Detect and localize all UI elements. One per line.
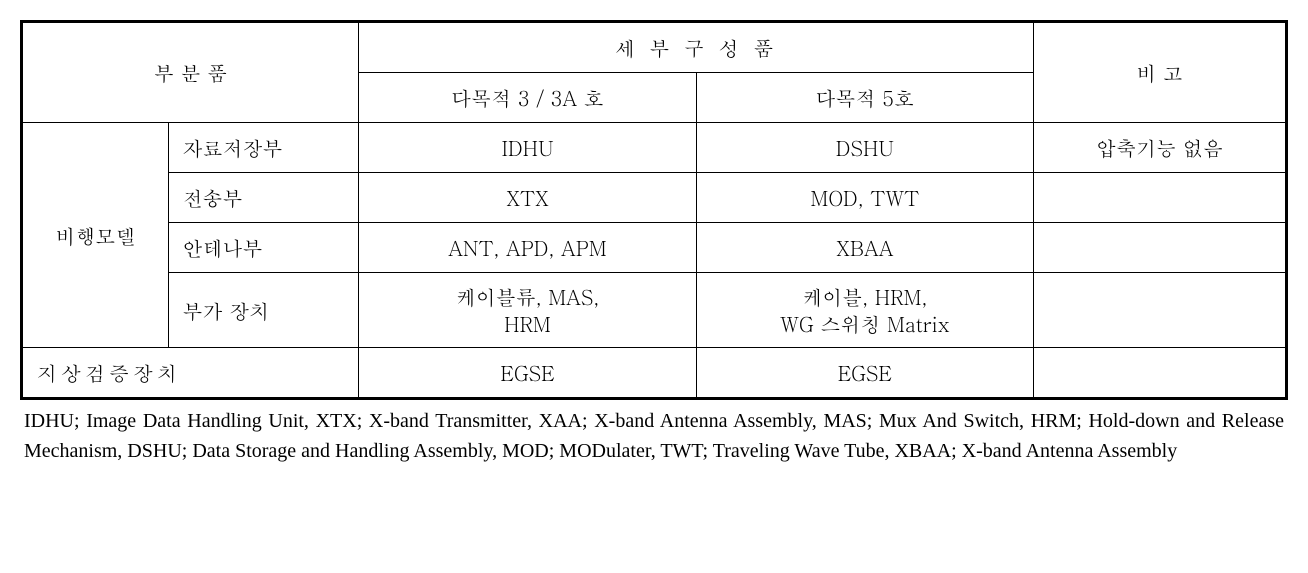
table-header-row-1: 부 분 품 세 부 구 성 품 비 고 <box>22 22 1287 73</box>
table-row: 지상검증장치 EGSE EGSE <box>22 348 1287 399</box>
cell-note <box>1033 223 1286 273</box>
cell-note <box>1033 173 1286 223</box>
spec-table: 부 분 품 세 부 구 성 품 비 고 다목적 3 / 3A 호 다목적 5호 … <box>20 20 1288 400</box>
group-ground-verify: 지상검증장치 <box>22 348 359 399</box>
cell-a: ANT, APD, APM <box>359 223 696 273</box>
cell-b: 케이블, HRM,WG 스위칭 Matrix <box>696 273 1033 348</box>
cell-note: 압축기능 없음 <box>1033 123 1286 173</box>
row-label: 전송부 <box>168 173 359 223</box>
header-sub-a: 다목적 3 / 3A 호 <box>359 73 696 123</box>
group-flight-model: 비행모델 <box>22 123 169 348</box>
abbreviations-footnote: IDHU; Image Data Handling Unit, XTX; X-b… <box>20 400 1288 466</box>
header-note: 비 고 <box>1033 22 1286 123</box>
table-row: 부가 장치 케이블류, MAS,HRM 케이블, HRM,WG 스위칭 Matr… <box>22 273 1287 348</box>
cell-b: MOD, TWT <box>696 173 1033 223</box>
row-label: 안테나부 <box>168 223 359 273</box>
table-row: 전송부 XTX MOD, TWT <box>22 173 1287 223</box>
header-detail-parts: 세 부 구 성 품 <box>359 22 1034 73</box>
cell-a: IDHU <box>359 123 696 173</box>
header-part: 부 분 품 <box>22 22 359 123</box>
cell-note <box>1033 348 1286 399</box>
row-label: 자료저장부 <box>168 123 359 173</box>
cell-a: 케이블류, MAS,HRM <box>359 273 696 348</box>
header-sub-b: 다목적 5호 <box>696 73 1033 123</box>
cell-note <box>1033 273 1286 348</box>
cell-b: EGSE <box>696 348 1033 399</box>
cell-b: DSHU <box>696 123 1033 173</box>
cell-a: XTX <box>359 173 696 223</box>
cell-b: XBAA <box>696 223 1033 273</box>
row-label: 부가 장치 <box>168 273 359 348</box>
cell-a: EGSE <box>359 348 696 399</box>
table-row: 안테나부 ANT, APD, APM XBAA <box>22 223 1287 273</box>
table-row: 비행모델 자료저장부 IDHU DSHU 압축기능 없음 <box>22 123 1287 173</box>
